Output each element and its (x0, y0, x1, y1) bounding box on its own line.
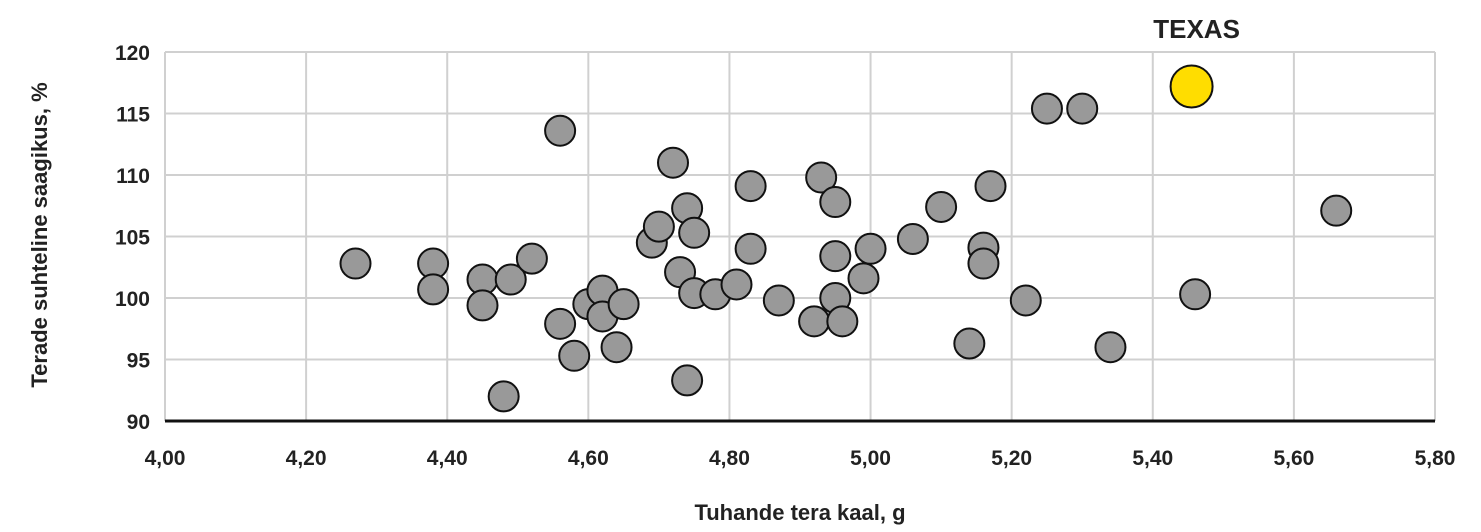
data-point (558, 339, 591, 372)
data-point (417, 273, 450, 306)
x-tick-label: 5,40 (1132, 447, 1173, 470)
data-point (642, 210, 675, 243)
data-point (466, 289, 499, 322)
x-tick-label: 4,20 (286, 447, 327, 470)
x-tick-label: 5,80 (1415, 447, 1456, 470)
x-tick-label: 5,20 (991, 447, 1032, 470)
data-point (1320, 194, 1353, 227)
data-point (734, 170, 767, 203)
data-point (1066, 92, 1099, 125)
x-tick-label: 4,40 (427, 447, 468, 470)
y-tick-label: 120 (115, 42, 150, 65)
data-point (734, 232, 767, 265)
y-tick-label: 95 (127, 350, 151, 373)
data-point (544, 114, 577, 147)
data-point (487, 380, 520, 413)
data-point (847, 262, 880, 295)
y-tick-label: 105 (115, 227, 150, 250)
data-point (798, 305, 831, 338)
axis-labels: 90 95 100 105 110 115 120 4,00 4,20 4,40 4,60 4,80 5… (115, 42, 1455, 470)
y-tick-label: 90 (127, 411, 150, 434)
data-point (1030, 92, 1063, 125)
data-point (607, 288, 640, 321)
highlight-point (1169, 64, 1214, 109)
data-point (544, 307, 577, 340)
data-point (762, 284, 795, 317)
data-point (671, 364, 704, 397)
x-tick-label: 4,80 (709, 447, 750, 470)
data-point (657, 146, 689, 179)
data-point (819, 186, 852, 219)
data-point (678, 216, 711, 249)
y-tick-label: 115 (116, 104, 150, 127)
x-tick-label: 5,00 (850, 447, 891, 470)
x-tick-label: 5,60 (1273, 447, 1314, 470)
grid-lines (164, 51, 1436, 421)
highlight-label: TEXAS (1153, 14, 1240, 44)
data-point (339, 247, 372, 280)
data-point (967, 247, 1000, 280)
data-point (819, 240, 852, 273)
data-point (854, 232, 887, 265)
data-point (720, 268, 753, 301)
y-axis-title: Terade suhteline saagikus, % (27, 82, 52, 387)
y-tick-label: 110 (116, 165, 150, 188)
data-point (805, 161, 838, 194)
y-tick-label: 100 (115, 288, 150, 311)
data-point (1094, 331, 1127, 364)
data-point (1009, 284, 1042, 317)
data-point (925, 190, 958, 223)
x-axis-title: Tuhande tera kaal, g (694, 500, 905, 525)
data-point (1179, 278, 1212, 311)
data-point (600, 331, 633, 364)
data-point (896, 222, 929, 255)
data-points (339, 64, 1353, 413)
data-point (494, 263, 527, 296)
x-tick-label: 4,00 (145, 447, 186, 470)
data-point (826, 305, 859, 338)
data-point (515, 242, 548, 275)
x-tick-label: 4,60 (568, 447, 609, 470)
data-point (974, 170, 1007, 203)
data-point (953, 327, 986, 360)
